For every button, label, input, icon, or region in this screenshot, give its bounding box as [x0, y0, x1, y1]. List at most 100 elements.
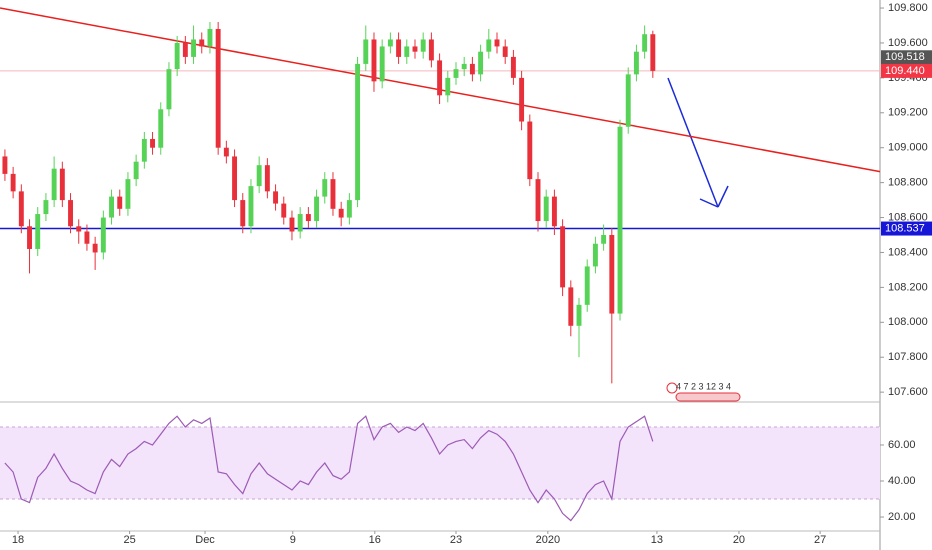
y-tick-label: 107.800 — [888, 351, 928, 363]
candle-body — [486, 39, 492, 52]
candle-body — [527, 121, 533, 180]
candle-body — [461, 63, 467, 70]
candle-body — [601, 235, 607, 244]
candle-body — [617, 126, 623, 314]
x-tick-label: 2020 — [536, 534, 560, 546]
y-tick-label: 109.000 — [888, 142, 928, 154]
candle-body — [592, 243, 598, 267]
price-tag-label: 109.440 — [885, 65, 925, 77]
candle-body — [232, 156, 238, 201]
candle-body — [191, 39, 197, 57]
x-tick-label: 23 — [450, 534, 462, 546]
candle-body — [453, 69, 459, 78]
candle-body — [92, 243, 98, 253]
y-tick-label: 109.800 — [888, 2, 928, 14]
x-tick-label: 25 — [123, 534, 135, 546]
candle-body — [363, 39, 369, 64]
candle-body — [478, 51, 484, 75]
candle-body — [371, 39, 377, 82]
y-tick-label: 109.200 — [888, 107, 928, 119]
candle-body — [256, 165, 262, 187]
candle-body — [35, 214, 41, 249]
candle-body — [445, 77, 451, 96]
candle-body — [412, 46, 418, 52]
candle-body — [330, 179, 336, 209]
candle-body — [43, 200, 49, 215]
x-tick-label: 27 — [814, 534, 826, 546]
candle-body — [404, 46, 410, 57]
candle-body — [428, 39, 434, 61]
candle-body — [84, 231, 90, 244]
candle-body — [223, 147, 229, 157]
x-tick-label: Dec — [195, 534, 215, 546]
candle-body — [158, 109, 164, 148]
candle-body — [568, 287, 574, 326]
y-tick-label: 108.800 — [888, 177, 928, 189]
candle-body — [133, 161, 139, 180]
candle-body — [379, 46, 385, 82]
candle-body — [322, 179, 328, 197]
candle-body — [59, 168, 65, 201]
candle-body — [420, 39, 426, 52]
candle-body — [609, 235, 615, 314]
candle-body — [519, 77, 525, 122]
event-marker — [675, 392, 741, 402]
candle-body — [535, 179, 541, 222]
candle-body — [314, 196, 320, 222]
candle-body — [150, 138, 156, 148]
price-tag-label: 108.537 — [885, 222, 925, 234]
y-tick-label: 108.000 — [888, 316, 928, 328]
candle-body — [502, 46, 508, 57]
candle-body — [355, 63, 361, 201]
candle-body — [248, 186, 254, 227]
rsi-line — [4, 415, 654, 522]
event-marker — [666, 382, 678, 394]
y-tick-label: 108.600 — [888, 211, 928, 223]
candle-body — [289, 217, 295, 232]
y-tick-label: 108.200 — [888, 281, 928, 293]
candle-body — [166, 69, 172, 110]
y-tick-label: 109.600 — [888, 37, 928, 49]
candle-body — [2, 156, 8, 174]
x-tick-label: 13 — [651, 534, 663, 546]
candle-body — [551, 196, 557, 227]
candle-body — [215, 28, 221, 148]
rsi-tick-label: 60.00 — [888, 439, 916, 451]
y-tick-label: 107.600 — [888, 386, 928, 398]
event-counts: 4 7 2 3 12 3 4 — [676, 381, 731, 391]
candle-body — [51, 168, 57, 201]
candle-body — [387, 39, 393, 47]
candle-body — [174, 42, 180, 70]
x-tick-label: 18 — [12, 534, 24, 546]
price-tag-label: 109.518 — [885, 51, 925, 63]
candle-body — [625, 74, 631, 127]
candle-body — [125, 179, 131, 209]
candle-body — [141, 138, 147, 162]
candle-body — [437, 60, 443, 96]
x-tick-label: 16 — [369, 534, 381, 546]
candle-body — [543, 196, 549, 222]
candle-body — [560, 226, 566, 288]
candle-body — [642, 34, 648, 52]
candle-body — [117, 196, 123, 209]
candle-body — [338, 208, 344, 218]
candle-body — [27, 226, 32, 249]
candle-body — [10, 173, 16, 192]
rsi-tick-label: 20.00 — [888, 511, 916, 523]
rsi-tick-label: 40.00 — [888, 475, 916, 487]
price-tag — [881, 63, 932, 78]
price-tag — [881, 50, 932, 65]
arrow-shaft — [667, 77, 719, 208]
candle-body — [297, 214, 303, 232]
candle-body — [264, 165, 270, 192]
candle-body — [510, 56, 516, 78]
candle-body — [207, 28, 213, 47]
candle-body — [396, 39, 402, 57]
candle-body — [346, 200, 352, 218]
candle-body — [109, 196, 114, 218]
arrow-head — [717, 185, 729, 208]
candle-body — [100, 217, 106, 253]
event-markers: 4 7 2 3 12 3 4 — [666, 381, 741, 402]
candle-body — [68, 200, 73, 227]
